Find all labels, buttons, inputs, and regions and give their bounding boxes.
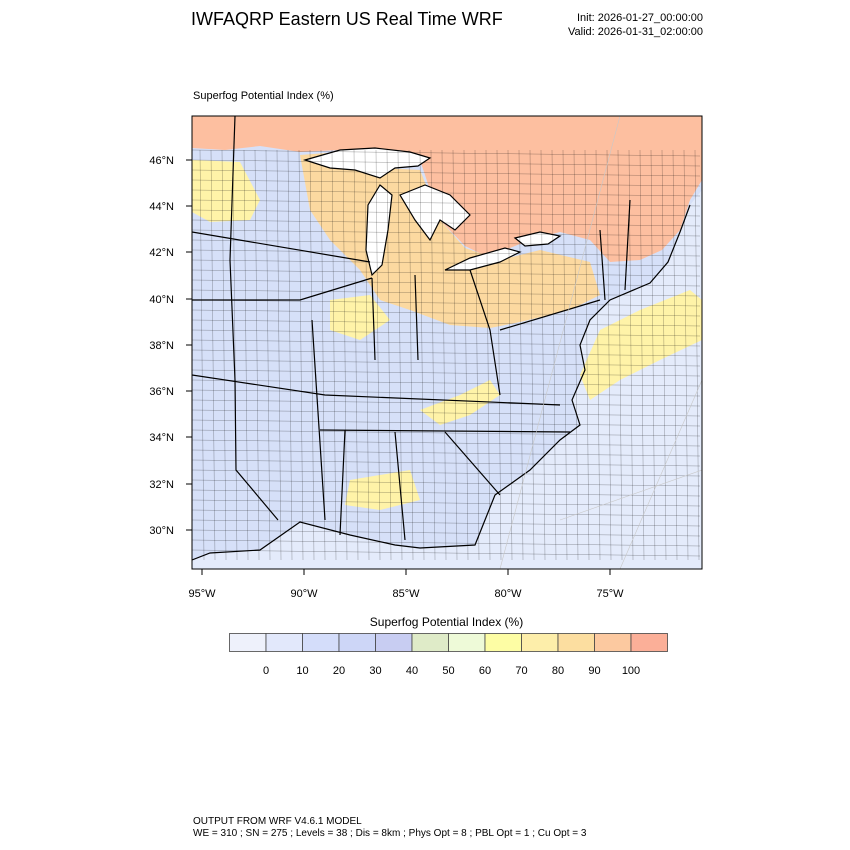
lon-label: 85°W — [392, 588, 420, 600]
colorbar-tick-label: 30 — [369, 665, 381, 677]
colorbar-box — [630, 633, 668, 652]
colorbar-tick-label: 100 — [622, 665, 640, 677]
lat-label: 40°N — [149, 294, 174, 306]
colorbar-box — [411, 633, 449, 652]
valid-time: Valid: 2026-01-31_02:00:00 — [568, 26, 703, 38]
colorbar-title: Superfog Potential Index (%) — [369, 615, 524, 629]
field-label: Superfog Potential Index (%) — [193, 90, 334, 102]
county-lines — [192, 149, 701, 561]
colorbar-box — [229, 633, 267, 652]
map-title: IWFAQRP Eastern US Real Time WRF — [191, 9, 503, 29]
colorbar-tick-label: 70 — [515, 665, 527, 677]
colorbar-labels: 0 10 20 30 40 50 60 70 80 90 100 — [263, 665, 640, 677]
colorbar-box — [557, 633, 595, 652]
graticule — [499, 116, 702, 569]
lon-label: 75°W — [596, 588, 624, 600]
colorbar-box — [594, 633, 632, 652]
lat-label: 36°N — [149, 386, 174, 398]
lat-label: 42°N — [149, 247, 174, 259]
colorbar-tick-label: 90 — [588, 665, 600, 677]
colorbar-tick-label: 0 — [263, 665, 269, 677]
mid-index-region — [330, 295, 390, 340]
lon-label: 95°W — [188, 588, 216, 600]
lat-label: 38°N — [149, 340, 174, 352]
model-config: WE = 310 ; SN = 275 ; Levels = 38 ; Dis … — [193, 828, 587, 839]
colorbar-box — [521, 633, 559, 652]
colorbar-tick-label: 50 — [442, 665, 454, 677]
mid-index-region — [580, 290, 702, 400]
great-lakes — [302, 147, 562, 277]
map-frame — [191, 115, 703, 570]
mid-index-region — [420, 380, 500, 425]
county-grid — [192, 149, 701, 561]
init-time: Init: 2026-01-27_00:00:00 — [577, 12, 703, 24]
model-info: OUTPUT FROM WRF V4.6.1 MODEL — [193, 816, 362, 827]
lat-label: 46°N — [149, 155, 174, 167]
colorbar-box — [302, 633, 340, 652]
map: 46°N 44°N 42°N 40°N 38°N 36°N 34°N 32°N … — [149, 115, 703, 600]
colorbar-box — [338, 633, 376, 652]
lon-axis: 95°W 90°W 85°W 80°W 75°W — [188, 569, 624, 600]
canada-region — [192, 116, 702, 262]
colorbar-tick-label: 20 — [333, 665, 345, 677]
colorbar-boxes — [229, 633, 668, 652]
colorbar-tick-label: 80 — [552, 665, 564, 677]
lon-label: 80°W — [494, 588, 522, 600]
coastline — [192, 204, 691, 561]
colorbar-box — [265, 633, 303, 652]
colorbar-tick-label: 60 — [479, 665, 491, 677]
colorbar-box — [448, 633, 486, 652]
lat-label: 32°N — [149, 479, 174, 491]
colorbar-tick-label: 40 — [406, 665, 418, 677]
colorbar-box — [484, 633, 522, 652]
colorbar-tick-label: 10 — [296, 665, 308, 677]
lat-label: 30°N — [149, 525, 174, 537]
lon-label: 90°W — [290, 588, 318, 600]
lat-label: 34°N — [149, 432, 174, 444]
mid-index-region — [192, 160, 260, 222]
lat-label: 44°N — [149, 201, 174, 213]
colorbar-box — [375, 633, 413, 652]
lat-axis: 46°N 44°N 42°N 40°N 38°N 36°N 34°N 32°N … — [149, 155, 192, 537]
map-field — [192, 116, 702, 569]
colorbar: 0 10 20 30 40 50 60 70 80 90 100 — [229, 633, 668, 677]
